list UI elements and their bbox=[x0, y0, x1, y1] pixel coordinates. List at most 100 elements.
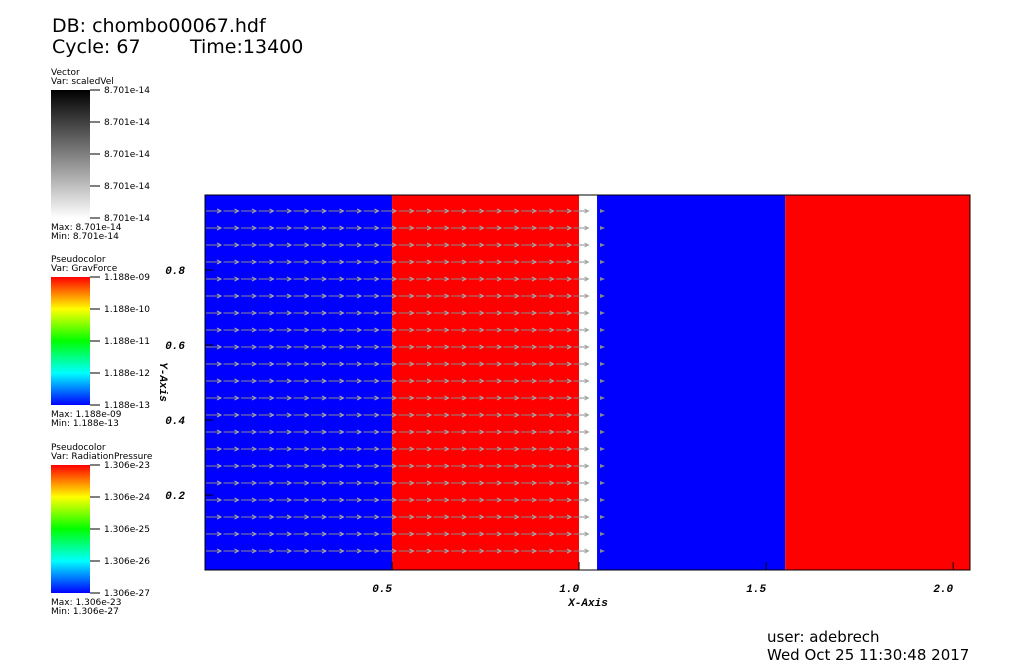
vector-head bbox=[339, 429, 345, 435]
vector-head bbox=[409, 361, 415, 367]
vector-head bbox=[304, 463, 310, 469]
vector-head bbox=[234, 395, 240, 401]
vector-head bbox=[409, 293, 415, 299]
vector-head bbox=[426, 514, 433, 520]
vector-head bbox=[234, 310, 240, 316]
vector-head bbox=[584, 310, 590, 316]
vector-head bbox=[461, 531, 468, 537]
vector-head bbox=[461, 412, 468, 418]
vector-head bbox=[374, 208, 380, 214]
vector-head bbox=[321, 242, 328, 248]
vector-head bbox=[496, 259, 503, 265]
vector-head bbox=[216, 259, 223, 265]
vector-head bbox=[584, 463, 590, 469]
vector-head bbox=[531, 242, 538, 248]
vector-head bbox=[600, 481, 605, 485]
vector-head bbox=[444, 378, 450, 384]
vector-head bbox=[251, 310, 258, 316]
vector-head bbox=[514, 548, 520, 554]
vector-head bbox=[496, 361, 503, 367]
vector-head bbox=[321, 514, 328, 520]
vector-head bbox=[234, 463, 240, 469]
vector-head bbox=[584, 259, 590, 265]
vector-head bbox=[566, 446, 573, 452]
vector-head bbox=[479, 429, 485, 435]
vector-head bbox=[251, 412, 258, 418]
vector-head bbox=[461, 344, 468, 350]
vector-head bbox=[409, 327, 415, 333]
vector-head bbox=[531, 293, 538, 299]
vector-head bbox=[321, 344, 328, 350]
vector-head bbox=[479, 327, 485, 333]
vector-head bbox=[251, 327, 258, 333]
vector-head bbox=[426, 412, 433, 418]
vector-head bbox=[409, 531, 415, 537]
colorbar-label: 1.188e-12 bbox=[104, 369, 150, 379]
vector-head bbox=[461, 378, 468, 384]
vector-head bbox=[391, 548, 398, 554]
vector-head bbox=[514, 446, 520, 452]
vector-head bbox=[251, 259, 258, 265]
colorbar-label: 1.306e-27 bbox=[104, 589, 150, 599]
vector-head bbox=[269, 242, 275, 248]
vector-head bbox=[514, 463, 520, 469]
vector-head bbox=[426, 293, 433, 299]
colorbar-label: 8.701e-14 bbox=[104, 182, 150, 192]
vector-head bbox=[531, 327, 538, 333]
vector-head bbox=[409, 412, 415, 418]
vector-head bbox=[391, 208, 398, 214]
vector-head bbox=[374, 344, 380, 350]
vector-head bbox=[409, 497, 415, 503]
vector-head bbox=[584, 327, 590, 333]
vector-head bbox=[269, 463, 275, 469]
vector-head bbox=[269, 446, 275, 452]
vector-head bbox=[286, 293, 293, 299]
vector-head bbox=[514, 242, 520, 248]
vector-head bbox=[461, 514, 468, 520]
vector-head bbox=[514, 412, 520, 418]
vector-head bbox=[479, 361, 485, 367]
vector-head bbox=[444, 344, 450, 350]
vector-head bbox=[566, 514, 573, 520]
vector-head bbox=[600, 447, 605, 451]
vector-head bbox=[461, 548, 468, 554]
vector-head bbox=[409, 208, 415, 214]
vector-head bbox=[304, 514, 310, 520]
legend-kind: Pseudocolor bbox=[51, 443, 106, 453]
vector-head bbox=[600, 345, 605, 349]
vector-head bbox=[531, 480, 538, 486]
vector-head bbox=[531, 497, 538, 503]
vector-head bbox=[321, 446, 328, 452]
vector-head bbox=[566, 497, 573, 503]
vector-head bbox=[321, 429, 328, 435]
vector-head bbox=[479, 293, 485, 299]
vector-head bbox=[426, 276, 433, 282]
x-axis-title: X-Axis bbox=[567, 598, 608, 610]
vector-head bbox=[409, 395, 415, 401]
vector-head bbox=[356, 429, 363, 435]
vector-head bbox=[409, 276, 415, 282]
vector-head bbox=[286, 412, 293, 418]
vector-head bbox=[496, 276, 503, 282]
vector-head bbox=[286, 344, 293, 350]
vector-head bbox=[496, 327, 503, 333]
legend-max: Max: 8.701e-14 bbox=[51, 223, 122, 233]
vector-head bbox=[269, 480, 275, 486]
vector-head bbox=[549, 480, 555, 486]
vector-head bbox=[566, 310, 573, 316]
vector-head bbox=[531, 429, 538, 435]
vector-head bbox=[286, 276, 293, 282]
region bbox=[392, 195, 580, 570]
vector-head bbox=[304, 531, 310, 537]
vector-head bbox=[444, 225, 450, 231]
vector-head bbox=[496, 429, 503, 435]
vector-head bbox=[584, 276, 590, 282]
vector-head bbox=[216, 480, 223, 486]
legend-max: Max: 1.188e-09 bbox=[51, 410, 122, 420]
plot: 0.5 1.0 1.5 2.0 0.2 0.4 0.6 0.8 X-Axis Y-Axis bbox=[156, 194, 971, 610]
vector-head bbox=[426, 429, 433, 435]
vector-head bbox=[409, 259, 415, 265]
vector-head bbox=[549, 463, 555, 469]
vector-head bbox=[269, 259, 275, 265]
vector-head bbox=[584, 225, 590, 231]
